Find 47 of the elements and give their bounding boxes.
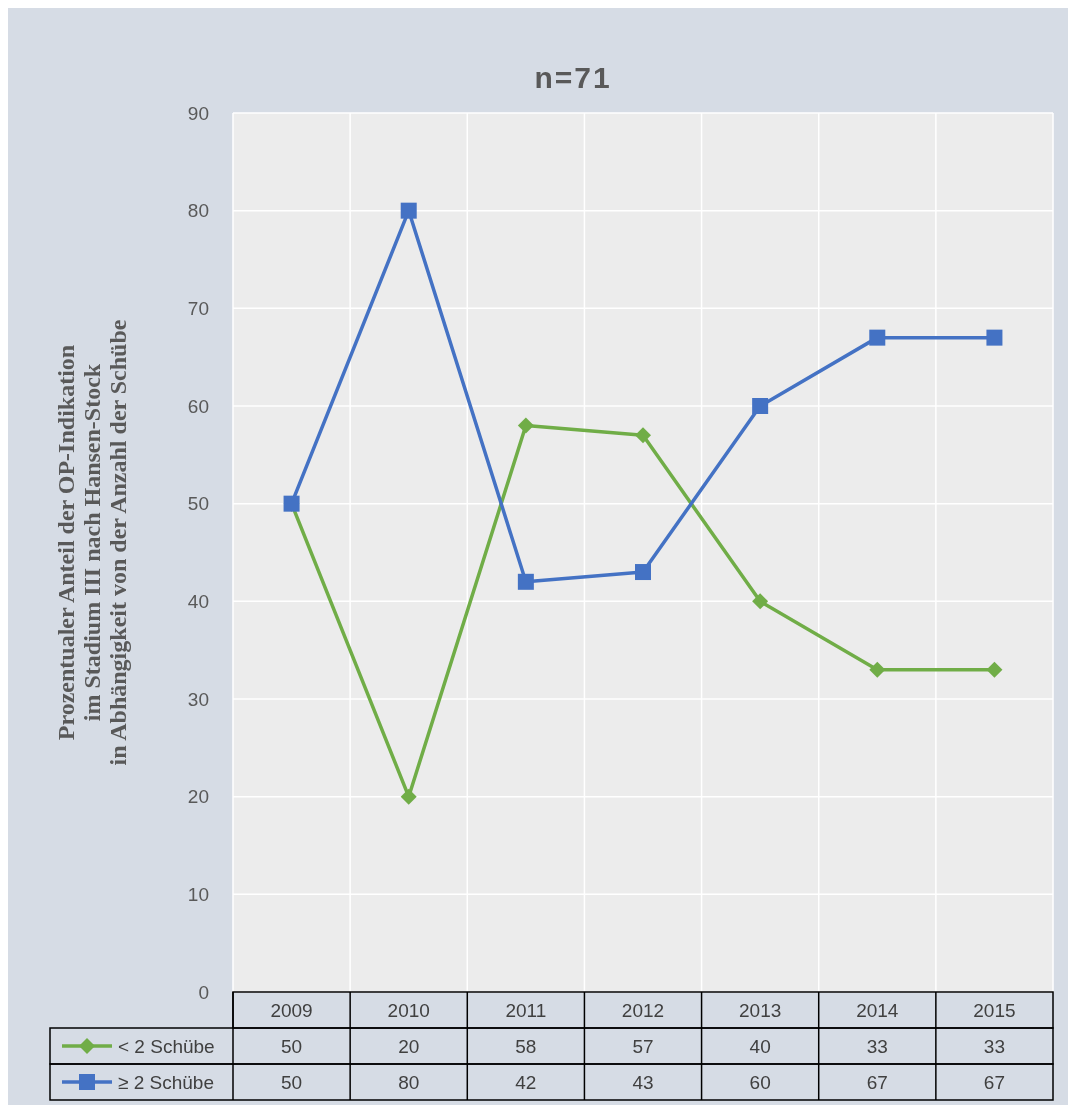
- x-tick-label: 2011: [505, 999, 547, 1021]
- point: [986, 661, 1003, 678]
- point: [517, 573, 534, 590]
- data-label: 50: [281, 1035, 303, 1057]
- x-tick-label: 2012: [621, 999, 665, 1021]
- data-label: 42: [515, 1071, 537, 1093]
- x-tick-label: 2014: [856, 999, 899, 1021]
- y-tick-label: 30: [187, 688, 209, 710]
- y-tick-label: 40: [187, 590, 209, 612]
- data-label: 33: [983, 1035, 1005, 1057]
- y-tick-label: 0: [198, 981, 209, 1003]
- y-tick-label: 10: [187, 883, 209, 905]
- y-tick-label: 90: [187, 102, 209, 124]
- point: [869, 661, 886, 678]
- data-label: 40: [749, 1035, 771, 1057]
- x-tick-label: 2015: [973, 999, 1016, 1021]
- legend-label: < 2 Schübe: [118, 1035, 215, 1057]
- y-tick-label: 20: [187, 786, 209, 808]
- y-axis-title: Prozentualer Anteil der OP-Indikation im Stadium III nach Hansen-Stock in Abhängigkeit von der Anzahl der Schübe: [53, 319, 131, 766]
- data-label: 67: [983, 1071, 1005, 1093]
- data-label: 80: [398, 1071, 420, 1093]
- x-tick-label: 2010: [387, 999, 430, 1021]
- point: [752, 593, 769, 610]
- data-label: 43: [632, 1071, 654, 1093]
- y-tick-label: 60: [187, 395, 209, 417]
- data-label: 57: [632, 1035, 654, 1057]
- y-tick-label: 50: [187, 493, 209, 515]
- data-label: 50: [281, 1071, 303, 1093]
- point: [517, 417, 534, 434]
- data-label: 60: [749, 1071, 771, 1093]
- point: [635, 564, 651, 581]
- y-tick-label: 80: [187, 200, 209, 222]
- data-label: 20: [398, 1035, 420, 1057]
- point: [400, 788, 417, 805]
- point: [635, 427, 651, 444]
- point: [869, 329, 886, 346]
- point: [400, 202, 417, 219]
- x-tick-label: 2013: [739, 999, 782, 1021]
- point: [752, 398, 769, 414]
- data-label: 67: [866, 1071, 888, 1093]
- y-tick-label: 70: [187, 297, 209, 319]
- data-label: 58: [515, 1035, 537, 1057]
- x-tick-label: 2009: [270, 999, 313, 1021]
- legend-label: ≥ 2 Schübe: [118, 1071, 214, 1093]
- chart-title: n=71: [534, 61, 612, 94]
- point: [986, 329, 1003, 346]
- data-label: 33: [866, 1035, 888, 1057]
